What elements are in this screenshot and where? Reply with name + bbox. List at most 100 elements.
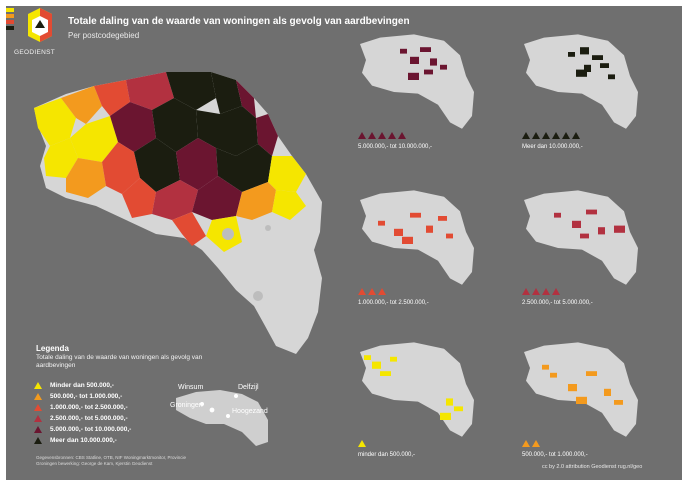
class-triangles xyxy=(358,288,386,295)
legend-item: 500.000,- tot 1.000.000,- xyxy=(34,391,122,401)
region-mark xyxy=(378,220,385,226)
legend-item: 2.500.000,- tot 5.000.000,- xyxy=(34,413,128,423)
page-subtitle: Per postcodegebied xyxy=(68,31,140,40)
triangle-icon xyxy=(34,436,42,444)
region-mark xyxy=(440,412,451,420)
region-mark xyxy=(402,236,413,244)
region-mark xyxy=(446,398,453,406)
main-map xyxy=(6,8,322,446)
region-mark xyxy=(568,52,575,57)
region-mark xyxy=(380,371,391,376)
triangle-icon xyxy=(552,132,560,139)
triangle-icon xyxy=(542,288,550,295)
region-mark xyxy=(424,69,433,75)
legend-item: 1.000.000,- tot 2.500.000,- xyxy=(34,402,128,412)
triangle-icon xyxy=(522,440,530,447)
triangle-icon xyxy=(358,132,366,139)
region-mark xyxy=(446,233,453,239)
source-note: Gegevensbronnen: CBS Statline, OTB, NIF … xyxy=(36,455,186,466)
region-mark xyxy=(454,406,463,412)
region-mark xyxy=(438,216,447,221)
page-title: Totale daling van de waarde van woningen… xyxy=(68,16,410,27)
triangle-icon xyxy=(34,425,42,433)
region-mark xyxy=(372,361,381,369)
panel-label: 1.000.000,- tot 2.500.000,- xyxy=(358,300,429,306)
region-mark xyxy=(430,58,437,66)
region-mark xyxy=(420,47,431,52)
triangle-icon xyxy=(368,132,376,139)
small-map-panel: 5.000.000,- tot 10.000.000,- xyxy=(346,20,484,154)
small-map xyxy=(360,190,474,285)
region-mark xyxy=(364,355,371,360)
region-mark xyxy=(580,47,589,55)
small-map-panel: 500.000,- tot 1.000.000,- xyxy=(510,328,648,462)
city-label-winsum: Winsum xyxy=(178,384,204,391)
triangle-icon xyxy=(34,414,42,422)
triangle-icon xyxy=(358,440,366,447)
triangle-icon xyxy=(562,132,570,139)
small-map-panel: 1.000.000,- tot 2.500.000,- xyxy=(346,176,484,310)
region-mark xyxy=(542,364,549,370)
small-map xyxy=(524,342,638,437)
region-mark xyxy=(394,228,403,236)
panel-label: 5.000.000,- tot 10.000.000,- xyxy=(358,144,433,150)
map-poster: Totale daling van de waarde van woningen… xyxy=(6,6,682,480)
region-mark xyxy=(410,212,421,218)
triangle-icon xyxy=(532,440,540,447)
class-triangles xyxy=(358,132,406,139)
geodienst-logo xyxy=(6,8,52,42)
panel-label: Meer dan 10.000.000,- xyxy=(522,144,583,150)
postcode-regions xyxy=(34,72,306,252)
city-label-delfzijl: Delfzijl xyxy=(238,384,259,391)
legend-item: Meer dan 10.000.000,- xyxy=(34,435,117,445)
city-label-groningen: Groningen xyxy=(170,402,203,409)
triangle-icon xyxy=(388,132,396,139)
class-triangles xyxy=(522,440,540,447)
triangle-icon xyxy=(552,288,560,295)
region-mark xyxy=(586,371,597,376)
triangle-icon xyxy=(358,288,366,295)
small-map-panel: Meer dan 10.000.000,- xyxy=(510,20,648,154)
region-mark xyxy=(576,396,587,404)
triangle-icon xyxy=(368,288,376,295)
region-mark xyxy=(426,225,433,233)
small-map xyxy=(524,190,638,285)
panel-label: 500.000,- tot 1.000.000,- xyxy=(522,452,588,458)
region-mark xyxy=(598,227,605,235)
legend-item: 5.000.000,- tot 10.000.000,- xyxy=(34,424,131,434)
triangle-icon xyxy=(34,403,42,411)
triangle-icon xyxy=(378,288,386,295)
legend-description: Totale daling van de waarde van woningen… xyxy=(36,354,203,369)
brand-name: GEODIENST xyxy=(14,49,55,56)
class-triangles xyxy=(358,440,366,447)
region-mark xyxy=(572,220,581,228)
triangle-icon xyxy=(378,132,386,139)
legend-title: Legenda xyxy=(36,344,69,353)
license-credit: cc by 2.0 attribution Geodienst rug.nl/g… xyxy=(542,464,643,470)
region-mark xyxy=(600,63,609,68)
small-map-panel: 2.500.000,- tot 5.000.000,- xyxy=(510,176,648,310)
triangle-icon xyxy=(532,288,540,295)
region-mark xyxy=(592,55,603,60)
triangle-icon xyxy=(34,392,42,400)
region-mark xyxy=(608,74,615,80)
region-mark xyxy=(408,72,419,80)
region-mark xyxy=(604,388,611,396)
small-map xyxy=(360,34,474,129)
locator-map xyxy=(176,390,268,446)
triangle-icon xyxy=(398,132,406,139)
region-mark xyxy=(580,233,589,239)
region-mark xyxy=(440,64,447,70)
triangle-icon xyxy=(522,288,530,295)
region-mark xyxy=(400,48,407,54)
triangle-icon xyxy=(532,132,540,139)
panel-label: minder dan 500.000,- xyxy=(358,452,416,458)
small-map-panel: minder dan 500.000,- xyxy=(346,328,484,462)
small-map xyxy=(524,34,638,129)
region-mark xyxy=(568,384,577,392)
region-mark xyxy=(390,356,397,362)
triangle-icon xyxy=(522,132,530,139)
panel-label: 2.500.000,- tot 5.000.000,- xyxy=(522,300,593,306)
legend-item: Minder dan 500.000,- xyxy=(34,380,114,390)
triangle-icon xyxy=(572,132,580,139)
